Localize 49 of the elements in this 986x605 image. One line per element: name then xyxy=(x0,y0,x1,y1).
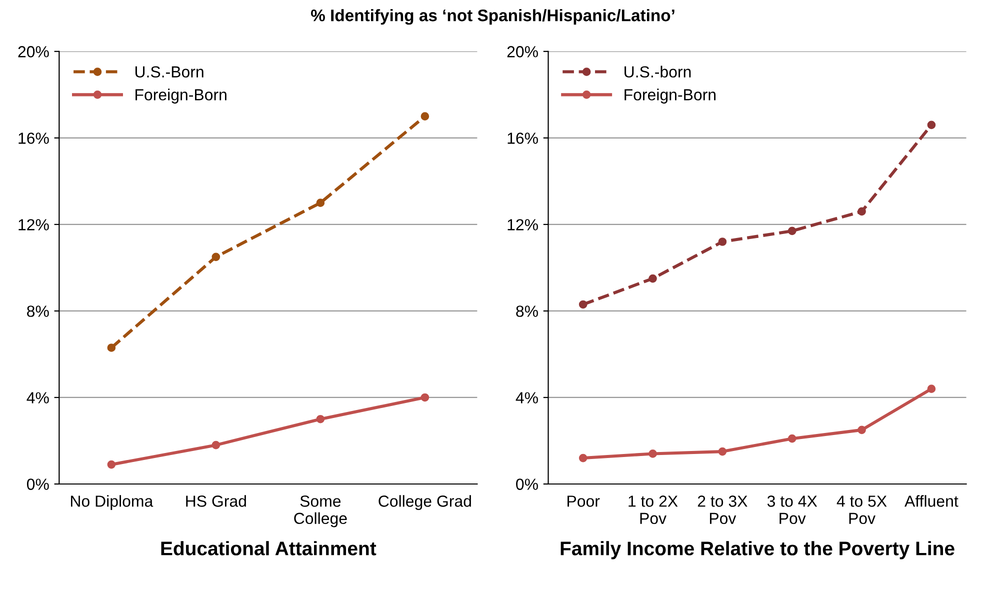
point xyxy=(212,252,220,262)
y-tick-label: 16% xyxy=(508,132,538,144)
point xyxy=(927,384,936,393)
point xyxy=(648,274,657,283)
point xyxy=(107,460,116,469)
x-tick-label: Affluent xyxy=(904,495,958,507)
y-tick-label: 4% xyxy=(26,392,49,404)
y-tick-label: 4% xyxy=(516,392,538,404)
point xyxy=(927,120,936,130)
legend-label: Foreign-Born xyxy=(136,88,226,104)
x-tick-label: 4 to 5X Pov xyxy=(836,496,887,524)
point xyxy=(718,238,727,246)
legend-label: U.S.-born xyxy=(624,66,691,78)
x-tick-label: 3 to 4X Pov xyxy=(767,496,818,524)
y-tick-label: 20% xyxy=(18,46,49,58)
y-tick-label: 16% xyxy=(18,132,49,144)
point xyxy=(718,447,727,456)
point xyxy=(316,198,325,207)
x-tick-label: 2 to 3X Pov xyxy=(698,496,748,524)
chart-title: % Identifying as ‘not Spanish/Hispanic/Latino’ xyxy=(311,9,674,25)
y-tick-label: 20% xyxy=(507,46,538,58)
y-tick-label: 12% xyxy=(18,219,49,230)
legend-label: U.S.-Born xyxy=(135,66,204,78)
point xyxy=(858,426,866,434)
point xyxy=(578,300,588,309)
y-tick-label: 8% xyxy=(27,306,49,317)
point xyxy=(648,450,657,458)
point xyxy=(107,344,116,352)
point xyxy=(788,226,796,236)
x-tick-label: Poor xyxy=(568,496,600,507)
point xyxy=(316,414,325,424)
point xyxy=(420,112,430,120)
x-axis-title: Family Income Relative to the Poverty Line xyxy=(560,541,954,560)
x-tick-label: 1 to 2X Pov xyxy=(628,496,678,524)
point xyxy=(420,393,430,402)
x-axis-title: Educational Attainment xyxy=(161,541,376,556)
point xyxy=(858,207,866,216)
x-tick-label: Some College xyxy=(294,496,347,528)
point xyxy=(788,434,796,443)
point xyxy=(212,440,220,450)
y-tick-label: 0% xyxy=(26,478,49,490)
x-tick-label: No Diploma xyxy=(71,495,154,510)
x-tick-label: HS Grad xyxy=(186,495,246,507)
x-tick-label: College Grad xyxy=(378,495,471,510)
point xyxy=(578,454,588,462)
y-tick-label: 8% xyxy=(516,306,538,317)
y-tick-label: 0% xyxy=(516,478,538,490)
y-tick-label: 12% xyxy=(508,219,538,230)
legend-label: Foreign-Born xyxy=(624,88,716,104)
